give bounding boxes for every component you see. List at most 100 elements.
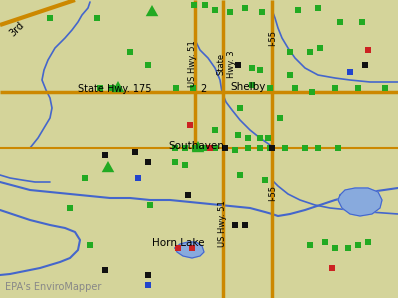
Bar <box>185 192 191 198</box>
Bar <box>212 127 218 133</box>
Bar <box>191 2 197 8</box>
Bar <box>94 15 100 21</box>
Text: 3rd: 3rd <box>8 20 27 38</box>
Bar <box>245 145 251 151</box>
Bar <box>277 115 283 121</box>
Bar <box>259 9 265 15</box>
Bar <box>47 15 53 21</box>
Bar <box>257 135 263 141</box>
Bar <box>97 85 103 91</box>
Bar <box>173 85 179 91</box>
Bar <box>235 132 241 138</box>
Bar <box>87 242 93 248</box>
Bar <box>212 7 218 13</box>
Bar <box>315 5 321 11</box>
Bar <box>187 122 193 128</box>
Text: I-55: I-55 <box>268 30 277 46</box>
Bar <box>212 145 218 151</box>
Bar <box>332 85 338 91</box>
Bar <box>282 145 288 151</box>
Bar <box>175 245 181 251</box>
Bar <box>145 62 151 68</box>
Bar <box>309 89 315 95</box>
Bar <box>245 135 251 141</box>
Bar <box>359 19 365 25</box>
Bar <box>145 159 151 165</box>
Bar <box>182 145 188 151</box>
Bar <box>190 85 196 91</box>
Bar <box>202 2 208 8</box>
Bar <box>337 19 343 25</box>
Bar <box>192 145 198 151</box>
Bar <box>182 162 188 168</box>
Text: Southaven: Southaven <box>168 141 224 151</box>
Bar <box>322 239 328 245</box>
Bar <box>135 175 141 181</box>
Polygon shape <box>146 5 158 16</box>
Bar <box>287 49 293 55</box>
Bar <box>265 135 271 141</box>
Bar <box>315 145 321 151</box>
Bar <box>67 205 73 211</box>
Bar <box>267 85 273 91</box>
Polygon shape <box>338 188 382 216</box>
Bar <box>189 245 195 251</box>
Bar <box>257 67 263 73</box>
Bar <box>172 159 178 165</box>
Text: I-55: I-55 <box>268 185 277 201</box>
Bar <box>382 85 388 91</box>
Bar <box>232 147 238 153</box>
Polygon shape <box>102 161 114 172</box>
Text: Horn Lake: Horn Lake <box>152 238 205 248</box>
Polygon shape <box>112 81 124 92</box>
Text: Shelby: Shelby <box>230 82 265 92</box>
Text: State Hwy. 175: State Hwy. 175 <box>78 84 152 94</box>
Bar <box>237 172 243 178</box>
Bar <box>147 202 153 208</box>
Bar <box>242 222 248 228</box>
Bar <box>82 175 88 181</box>
Bar <box>127 49 133 55</box>
Bar <box>222 145 228 151</box>
Text: State
Hwy. 3: State Hwy. 3 <box>217 50 236 77</box>
Bar <box>307 49 313 55</box>
Bar <box>109 85 115 91</box>
Bar <box>249 82 255 88</box>
Bar <box>249 65 255 71</box>
Bar <box>302 145 308 151</box>
Bar <box>145 272 151 278</box>
Bar <box>257 145 263 151</box>
Bar <box>242 5 248 11</box>
Text: EPA's EnviroMapper: EPA's EnviroMapper <box>5 282 101 292</box>
Bar <box>145 282 151 288</box>
Text: US Hwy. 51: US Hwy. 51 <box>218 200 227 247</box>
Bar <box>235 62 241 68</box>
Bar <box>292 85 298 91</box>
Bar <box>172 145 178 151</box>
Bar <box>202 145 208 151</box>
Bar <box>365 239 371 245</box>
Bar <box>347 69 353 75</box>
Bar <box>355 85 361 91</box>
Bar <box>227 9 233 15</box>
Bar <box>355 242 361 248</box>
Polygon shape <box>175 242 204 258</box>
Bar <box>307 242 313 248</box>
Bar <box>362 62 368 68</box>
Bar <box>262 177 268 183</box>
Bar <box>317 45 323 51</box>
Bar <box>345 245 351 251</box>
Polygon shape <box>192 141 204 152</box>
Bar <box>365 47 371 53</box>
Bar <box>232 222 238 228</box>
Bar <box>287 72 293 78</box>
Bar <box>267 145 273 151</box>
Text: 2: 2 <box>200 84 206 94</box>
Bar <box>102 152 108 158</box>
Bar <box>132 149 138 155</box>
Text: US Hwy. 51: US Hwy. 51 <box>188 40 197 87</box>
Bar <box>329 265 335 271</box>
Bar <box>335 145 341 151</box>
Bar <box>207 145 213 151</box>
Bar <box>237 105 243 111</box>
